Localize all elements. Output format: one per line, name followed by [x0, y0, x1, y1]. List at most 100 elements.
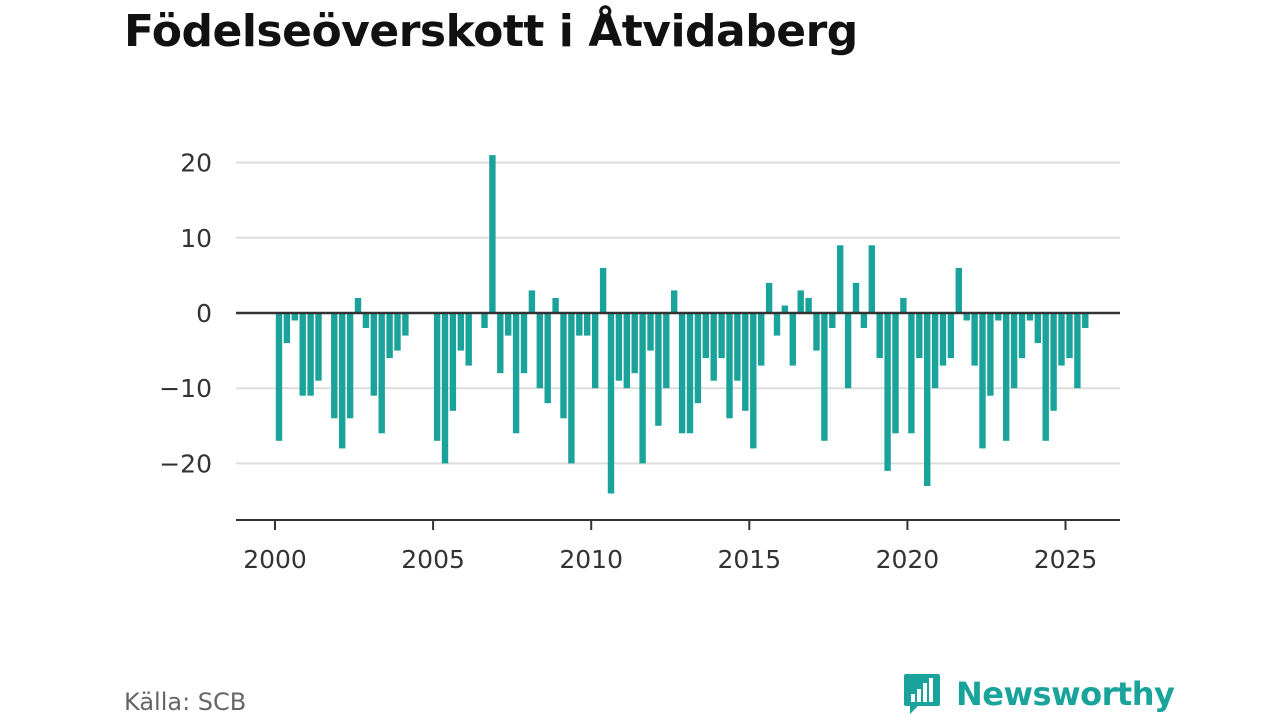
- bar: [900, 298, 907, 313]
- bar: [560, 313, 567, 419]
- bar: [868, 245, 875, 313]
- bar: [750, 313, 757, 449]
- bar: [947, 313, 955, 359]
- bar: [497, 313, 504, 374]
- bar: [346, 313, 354, 419]
- bar: [283, 313, 291, 344]
- bar-chart-speech-bubble-icon: [904, 674, 940, 714]
- bar: [378, 313, 385, 434]
- bar: [963, 313, 970, 321]
- bar: [829, 313, 836, 328]
- bar: [576, 313, 583, 336]
- bar: [718, 313, 725, 359]
- bar: [299, 313, 306, 396]
- x-tick-label: 2010: [559, 545, 623, 574]
- bar: [837, 245, 844, 313]
- bar: [1066, 313, 1073, 359]
- bar: [884, 313, 891, 471]
- x-tick-label: 2005: [401, 545, 465, 574]
- bar: [1082, 313, 1089, 328]
- bar: [726, 313, 733, 419]
- bar: [678, 313, 686, 434]
- bar: [876, 313, 883, 359]
- bar: [987, 313, 994, 396]
- bar: [1042, 313, 1049, 441]
- bar: [402, 313, 409, 336]
- x-tick-label: 2020: [876, 545, 940, 574]
- bar: [623, 313, 630, 389]
- bar: [860, 313, 868, 328]
- bar: [995, 313, 1002, 321]
- x-tick-label: 2015: [717, 545, 781, 574]
- y-tick-label: −10: [159, 374, 212, 403]
- bar: [354, 298, 362, 313]
- bar: [568, 313, 575, 464]
- bar: [552, 298, 559, 313]
- bar: [710, 313, 717, 381]
- bar: [639, 313, 646, 464]
- x-tick-label: 2000: [243, 545, 307, 574]
- bar: [734, 313, 741, 381]
- bar: [465, 313, 472, 366]
- bar: [939, 313, 947, 366]
- bar: [481, 313, 488, 328]
- bar: [315, 313, 322, 381]
- bar: [457, 313, 464, 351]
- bar: [647, 313, 654, 351]
- bar: [663, 313, 670, 389]
- bar: [1026, 313, 1034, 321]
- bar: [924, 313, 931, 486]
- source-label: Källa: SCB: [124, 688, 247, 716]
- bar: [844, 313, 852, 389]
- bar: [394, 313, 401, 351]
- bar: [528, 290, 536, 313]
- bar: [797, 290, 804, 313]
- bar: [512, 313, 520, 434]
- bar: [1050, 313, 1057, 411]
- newsworthy-logo[interactable]: Newsworthy: [902, 670, 1175, 718]
- bar: [702, 313, 709, 359]
- bar: [544, 313, 551, 404]
- bar: [758, 313, 765, 366]
- bar: [441, 313, 449, 464]
- bar: [433, 313, 441, 441]
- brand-name: Newsworthy: [956, 675, 1175, 713]
- bar: [607, 313, 615, 494]
- bar: [331, 313, 338, 419]
- bar: [536, 313, 543, 389]
- bar: [892, 313, 899, 434]
- bar: [584, 313, 591, 336]
- bar: [773, 313, 781, 336]
- y-tick-label: −20: [159, 449, 212, 478]
- bar: [1010, 313, 1018, 389]
- y-tick-label: 10: [180, 224, 212, 253]
- bar: [821, 313, 828, 441]
- y-tick-label: 0: [196, 299, 212, 328]
- bar: [686, 313, 694, 434]
- bar: [694, 313, 702, 404]
- bar: [291, 313, 298, 321]
- bar: [505, 313, 512, 336]
- bar: [813, 313, 820, 351]
- bar: [1018, 313, 1026, 359]
- bar: [307, 313, 314, 396]
- bar: [449, 313, 457, 411]
- x-tick-label: 2025: [1034, 545, 1098, 574]
- bar: [370, 313, 377, 396]
- bar: [805, 298, 812, 313]
- bar: [971, 313, 978, 366]
- bar: [339, 313, 346, 449]
- bar: [631, 313, 638, 374]
- bar: [852, 282, 860, 313]
- bar: [931, 313, 939, 389]
- bar: [362, 313, 370, 328]
- bar: [979, 313, 986, 449]
- bar: [908, 313, 915, 434]
- bar: [1058, 313, 1065, 366]
- bar: [599, 267, 607, 313]
- bar: [520, 313, 528, 374]
- bar: [1003, 313, 1010, 441]
- bar: [1074, 313, 1081, 389]
- bar: [781, 305, 789, 313]
